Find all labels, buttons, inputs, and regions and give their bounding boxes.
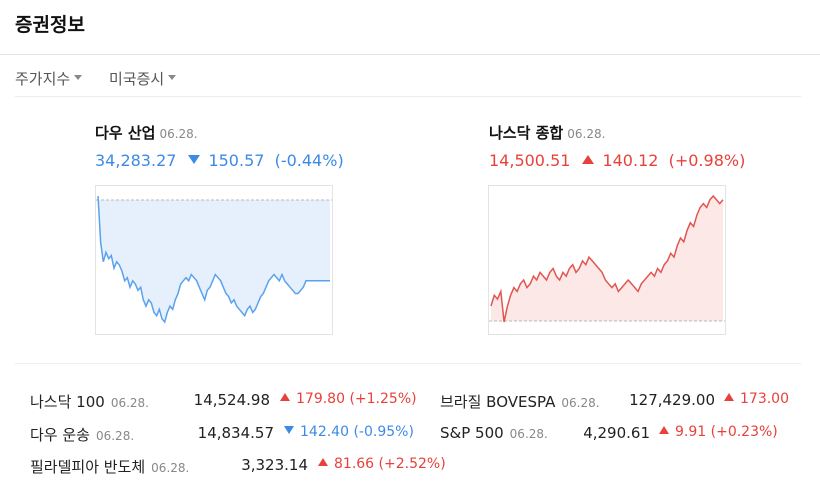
- dow-date: 06.28.: [159, 127, 198, 141]
- nasdaq-header: 나스닥 종합 06.28.: [489, 122, 745, 143]
- list-item-pct: (-0.95%): [353, 424, 414, 440]
- list-item-value: 3,323.14: [241, 456, 308, 474]
- list-item-name-wrap: 나스닥 100 06.28.: [30, 391, 149, 412]
- nasdaq-change: 140.12: [602, 151, 659, 170]
- list-item-name-wrap: 다우 운송 06.28.: [30, 424, 134, 445]
- list-item-value: 14,524.98: [193, 391, 270, 409]
- list-item-change-wrap: 173.00: [724, 391, 789, 407]
- list-item[interactable]: 필라델피아 반도체 06.28. 3,323.14 81.66 (+2.52%): [30, 456, 446, 477]
- triangle-down-icon: [284, 426, 294, 434]
- list-item-change: 179.80: [296, 391, 345, 407]
- tab-index[interactable]: 주가지수: [15, 68, 83, 89]
- series-area: [98, 196, 330, 322]
- dow-chart-svg: [96, 195, 332, 324]
- list-item-value: 4,290.61: [583, 424, 650, 442]
- list-item-name: S&P 500: [440, 424, 504, 442]
- nasdaq-quote: 14,500.51 140.12 (+0.98%): [489, 151, 745, 170]
- triangle-down-icon: [188, 155, 201, 164]
- list-item-change-wrap: 179.80 (+1.25%): [280, 391, 417, 407]
- list-item-change-wrap: 9.91 (+0.23%): [659, 424, 778, 440]
- dow-change: 150.57: [208, 151, 265, 170]
- list-item-change: 81.66: [334, 456, 375, 472]
- list-item-pct: (+0.23%): [710, 424, 778, 440]
- list-item-value: 14,834.57: [197, 424, 274, 442]
- divider: [15, 96, 801, 97]
- caret-down-icon: [168, 75, 177, 80]
- list-item-date: 06.28.: [509, 427, 548, 441]
- list-item-date: 06.28.: [95, 429, 135, 443]
- list-item[interactable]: 나스닥 100 06.28. 14,524.98 179.80 (+1.25%): [30, 391, 417, 412]
- list-item-change: 142.40: [300, 424, 349, 440]
- tab-index-label: 주가지수: [15, 70, 71, 88]
- list-item[interactable]: S&P 500 06.28. 4,290.61 9.91 (+0.23%): [440, 424, 800, 444]
- list-item-name-wrap: 브라질 BOVESPA 06.28.: [440, 391, 600, 412]
- tab-us-market[interactable]: 미국증시: [108, 68, 177, 89]
- list-item-date: 06.28.: [151, 461, 190, 475]
- nasdaq-panel[interactable]: 나스닥 종합 06.28. 14,500.51 140.12 (+0.98%): [489, 122, 745, 170]
- list-item-change: 9.91: [675, 424, 707, 440]
- list-item-pct: (+1.25%): [349, 391, 417, 407]
- nasdaq-name: 나스닥 종합: [489, 124, 564, 142]
- list-item-change: 173.00: [740, 391, 789, 407]
- list-item[interactable]: 브라질 BOVESPA 06.28. 127,429.00 173.00: [440, 391, 800, 411]
- dow-pct: (-0.44%): [274, 151, 344, 170]
- series-line: [490, 194, 724, 323]
- list-item-name-wrap: S&P 500 06.28.: [440, 424, 548, 442]
- list-item-date: 06.28.: [561, 396, 600, 410]
- header: 증권정보: [0, 0, 820, 55]
- dow-name: 다우 산업: [95, 124, 156, 142]
- list-item-date: 06.28.: [110, 396, 149, 410]
- series-area: [491, 196, 723, 322]
- list-item[interactable]: 다우 운송 06.28. 14,834.57 142.40 (-0.95%): [30, 424, 414, 445]
- nasdaq-pct: (+0.98%): [668, 151, 746, 170]
- list-item-value: 127,429.00: [629, 391, 715, 409]
- series-line: [97, 195, 330, 324]
- triangle-up-icon: [318, 458, 328, 466]
- list-item-change-wrap: 142.40 (-0.95%): [284, 424, 414, 440]
- triangle-up-icon: [280, 393, 290, 401]
- dow-header: 다우 산업 06.28.: [95, 122, 344, 143]
- dow-chart[interactable]: [95, 185, 333, 335]
- nasdaq-date: 06.28.: [567, 127, 606, 141]
- list-item-name-wrap: 필라델피아 반도체 06.28.: [30, 456, 189, 477]
- triangle-up-icon: [659, 426, 669, 434]
- caret-down-icon: [74, 75, 83, 80]
- dow-quote: 34,283.27 150.57 (-0.44%): [95, 151, 344, 170]
- list-item-name: 브라질 BOVESPA: [440, 393, 556, 411]
- triangle-up-icon: [724, 393, 734, 401]
- page-title: 증권정보: [15, 14, 85, 36]
- list-item-change-wrap: 81.66 (+2.52%): [318, 456, 446, 472]
- list-item-pct: (+2.52%): [378, 456, 446, 472]
- dow-panel[interactable]: 다우 산업 06.28. 34,283.27 150.57 (-0.44%): [95, 122, 344, 170]
- dow-value: 34,283.27: [95, 151, 177, 170]
- tab-us-market-label: 미국증시: [108, 70, 165, 88]
- nasdaq-chart[interactable]: [488, 185, 726, 335]
- list-item-name: 나스닥 100: [30, 393, 105, 411]
- list-item-name: 필라델피아 반도체: [30, 458, 146, 476]
- triangle-up-icon: [582, 155, 595, 164]
- tab-bar: 주가지수 미국증시: [15, 68, 198, 90]
- nasdaq-chart-svg: [489, 194, 725, 323]
- divider: [15, 363, 801, 364]
- nasdaq-value: 14,500.51: [489, 151, 571, 170]
- list-item-name: 다우 운송: [30, 426, 90, 444]
